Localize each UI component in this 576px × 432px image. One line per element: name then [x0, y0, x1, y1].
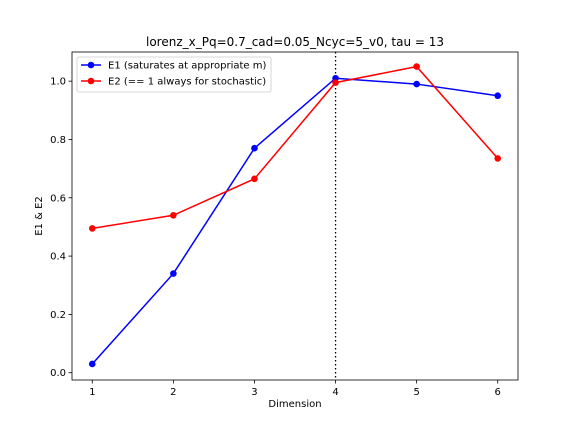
legend-box — [76, 56, 272, 93]
y-tick-label: 0.2 — [50, 310, 66, 321]
y-axis-label: E1 & E2 — [34, 196, 45, 236]
chart-title: lorenz_x_Pq=0.7_cad=0.05_Ncyc=5_v0, tau … — [146, 35, 444, 49]
data-point-series-1 — [413, 80, 420, 88]
x-axis: 1 2 3 4 5 6 — [89, 380, 501, 398]
plot-frame — [71, 51, 519, 381]
y-tick-label: 1.0 — [50, 77, 66, 88]
legend-label-e2: E2 (== 1 always for stochastic) — [108, 77, 266, 88]
y-axis: 0.0 0.2 0.4 0.6 0.8 1.0 — [50, 77, 72, 379]
x-tick-label: 6 — [495, 387, 501, 398]
data-point-series-2 — [88, 225, 96, 232]
legend: E1 (saturates at appropriate m) E2 (== 1… — [76, 56, 272, 93]
legend-label-e1: E1 (saturates at appropriate m) — [108, 61, 266, 72]
series-line-2 — [92, 65, 499, 230]
legend-marker-e1 — [87, 61, 95, 69]
data-point-series-2 — [251, 175, 258, 183]
x-tick-label: 1 — [89, 387, 95, 398]
data-point-series-1 — [88, 360, 96, 368]
y-tick-label: 0.4 — [50, 252, 66, 263]
x-tick-label: 5 — [413, 387, 419, 398]
legend-marker-e2 — [87, 77, 95, 85]
y-tick-label: 0.8 — [50, 135, 66, 146]
plot-area — [88, 52, 502, 380]
y-tick-label: 0.0 — [50, 368, 66, 379]
series-line-1 — [91, 77, 498, 365]
x-tick-label: 4 — [332, 387, 338, 398]
data-point-series-1 — [251, 144, 258, 152]
data-point-series-1 — [494, 92, 502, 100]
x-tick-label: 2 — [170, 387, 176, 398]
x-axis-label: Dimension — [268, 399, 321, 410]
y-tick-label: 0.6 — [50, 193, 66, 204]
data-point-series-2 — [332, 79, 339, 86]
data-point-series-2 — [170, 211, 177, 219]
x-tick-label: 3 — [251, 387, 257, 398]
data-point-series-2 — [413, 63, 420, 70]
data-point-series-2 — [494, 155, 502, 162]
data-point-series-1 — [170, 270, 177, 277]
